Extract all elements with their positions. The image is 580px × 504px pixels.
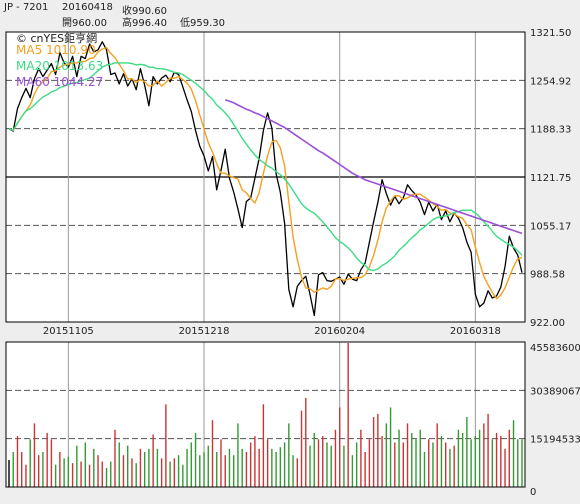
legend-ma5: MA5 1010.90 — [16, 43, 96, 57]
price-tick-label: 1121.75 — [530, 173, 571, 184]
volume-tick-label: 0 — [530, 487, 536, 498]
price-tick-label: 1055.17 — [530, 221, 571, 232]
series-line-ma20 — [8, 62, 523, 272]
x-tick-label: 20160318 — [450, 326, 501, 337]
quote-close: 收990.60 — [122, 6, 167, 17]
volume-tick-label: 15194533 — [530, 435, 580, 446]
price-tick-label: 1188.33 — [530, 125, 571, 136]
quote-high: 高996.40 — [122, 18, 167, 29]
series-line-ma60 — [224, 99, 523, 235]
legend-ma60: MA60 1044.27 — [16, 75, 104, 89]
legend-ma20: MA20 1013.63 — [16, 59, 104, 73]
watermark: © cnYES鉅亨網 — [16, 32, 98, 45]
x-tick-label: 20151218 — [179, 326, 230, 337]
x-tick-label: 20160204 — [314, 326, 365, 337]
quote-low: 低959.30 — [180, 18, 225, 29]
x-tick-label: 20151105 — [43, 326, 94, 337]
quote-open: 開960.00 — [62, 18, 107, 29]
volume-panel — [6, 342, 525, 487]
price-tick-label: 988.58 — [530, 270, 565, 281]
quote-date: 20160418 — [62, 2, 113, 13]
price-tick-label: 1321.50 — [530, 28, 571, 39]
volume-tick-label: 45583600 — [530, 343, 580, 354]
price-tick-label: 1254.92 — [530, 76, 571, 87]
volume-tick-label: 30389067 — [530, 386, 580, 397]
ticker-symbol: JP - 7201 — [4, 2, 49, 13]
volume-panel-border — [5, 341, 526, 488]
price-panel-border — [5, 31, 526, 323]
price-tick-label: 922.00 — [530, 318, 565, 329]
